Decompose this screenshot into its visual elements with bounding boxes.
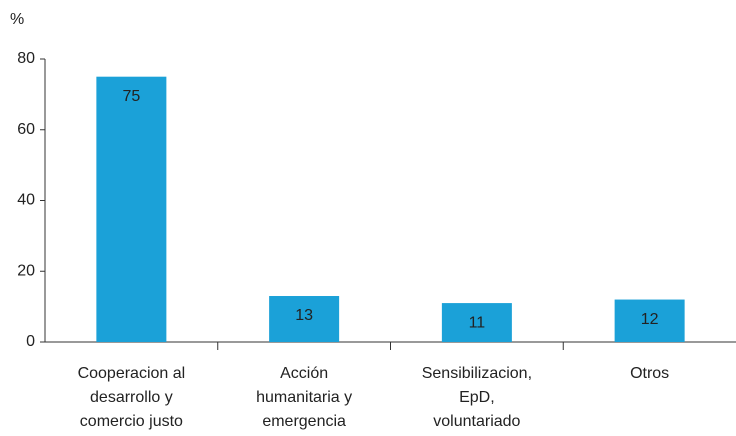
x-tick-label: voluntariado — [433, 413, 520, 430]
y-tick-label: 0 — [26, 333, 35, 350]
bar — [441, 303, 512, 342]
y-axis-label: % — [10, 11, 24, 28]
x-tick-label: comercio justo — [80, 413, 183, 430]
value-label: 13 — [295, 307, 313, 324]
x-tick-label: Otros — [630, 365, 669, 382]
x-tick-label: Sensibilizacion, — [422, 365, 532, 382]
value-label: 75 — [122, 88, 140, 105]
x-tick-label: Acción — [280, 365, 328, 382]
bar — [269, 296, 340, 342]
x-tick-label: desarrollo y — [90, 389, 173, 406]
y-tick-label: 80 — [17, 50, 35, 67]
value-label: 12 — [641, 311, 659, 328]
y-tick-label: 40 — [17, 192, 35, 209]
x-tick-label: humanitaria y — [256, 389, 352, 406]
bar — [96, 76, 167, 342]
x-tick-label: EpD, — [459, 389, 495, 406]
bar — [614, 299, 685, 342]
x-tick-label: Cooperacion al — [78, 365, 186, 382]
x-tick-label: emergencia — [262, 413, 346, 430]
value-label: 11 — [469, 314, 486, 331]
y-tick-label: 60 — [17, 121, 35, 138]
y-tick-label: 20 — [17, 262, 35, 279]
